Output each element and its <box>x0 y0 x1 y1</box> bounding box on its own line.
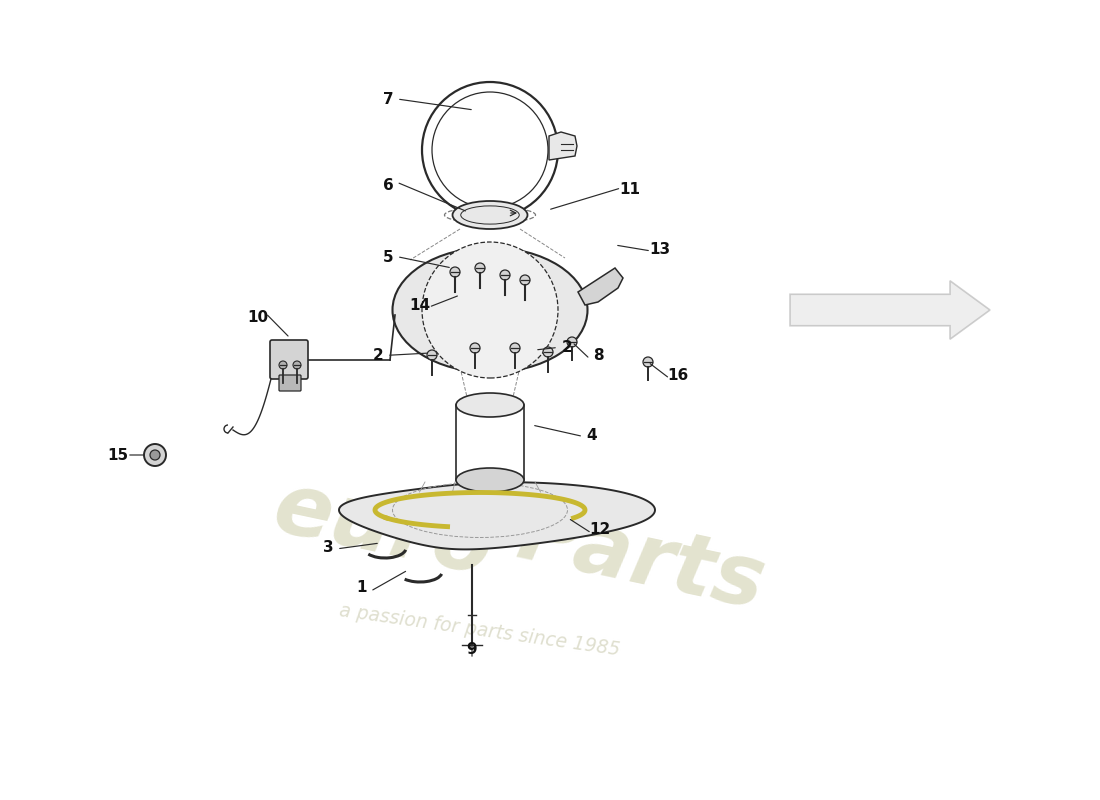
Circle shape <box>566 337 578 347</box>
Circle shape <box>500 270 510 280</box>
FancyBboxPatch shape <box>270 340 308 379</box>
Circle shape <box>427 350 437 360</box>
Ellipse shape <box>393 247 587 373</box>
Circle shape <box>279 361 287 369</box>
Polygon shape <box>339 482 654 550</box>
Polygon shape <box>549 132 578 160</box>
Text: 6: 6 <box>383 178 394 193</box>
Ellipse shape <box>456 393 524 417</box>
Text: euro: euro <box>266 466 500 594</box>
Text: 15: 15 <box>108 447 129 462</box>
Text: 4: 4 <box>586 427 597 442</box>
Text: 11: 11 <box>619 182 640 198</box>
Circle shape <box>470 343 480 353</box>
Text: 13: 13 <box>649 242 671 258</box>
Circle shape <box>422 242 558 378</box>
Text: 10: 10 <box>248 310 268 326</box>
Circle shape <box>644 357 653 367</box>
Text: 14: 14 <box>409 298 430 313</box>
Circle shape <box>293 361 301 369</box>
Text: 7: 7 <box>383 93 394 107</box>
Text: 3: 3 <box>322 541 333 555</box>
Circle shape <box>475 263 485 273</box>
Ellipse shape <box>452 201 528 229</box>
Text: a passion for parts since 1985: a passion for parts since 1985 <box>339 601 622 659</box>
Text: Parts: Parts <box>510 494 772 626</box>
FancyBboxPatch shape <box>279 375 301 391</box>
Text: 5: 5 <box>383 250 394 266</box>
Text: 9: 9 <box>466 642 477 658</box>
Text: 12: 12 <box>590 522 610 538</box>
Circle shape <box>510 343 520 353</box>
FancyArrow shape <box>790 281 990 339</box>
Text: 1: 1 <box>356 581 367 595</box>
Circle shape <box>144 444 166 466</box>
Circle shape <box>520 275 530 285</box>
Text: 16: 16 <box>668 367 689 382</box>
Circle shape <box>450 267 460 277</box>
Text: 2: 2 <box>373 347 384 362</box>
Text: 8: 8 <box>593 347 603 362</box>
Circle shape <box>150 450 160 460</box>
Circle shape <box>543 347 553 357</box>
Text: 2: 2 <box>562 341 572 355</box>
Ellipse shape <box>456 468 524 492</box>
Polygon shape <box>578 268 623 305</box>
